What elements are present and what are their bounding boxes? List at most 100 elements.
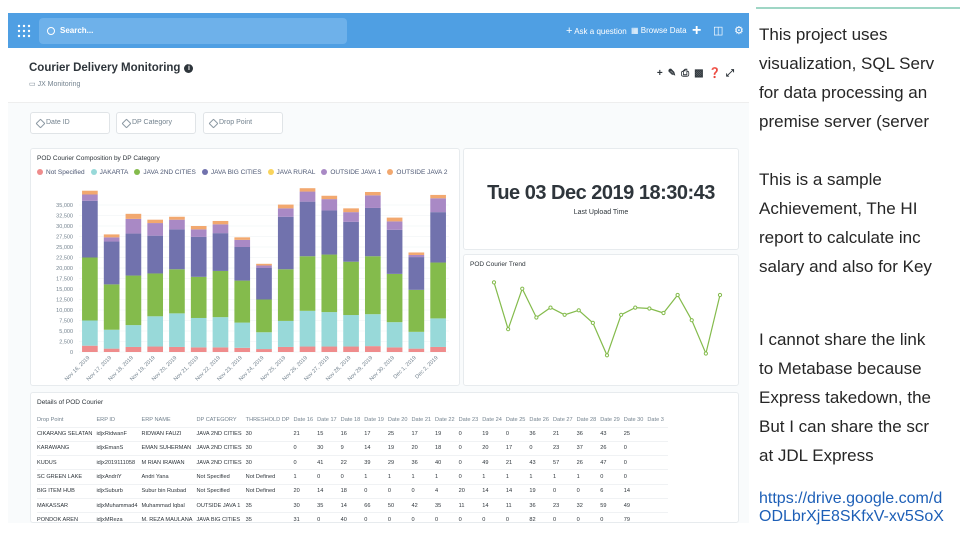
metabase-logo-icon[interactable] [17,24,31,38]
table-cell: 0 [458,426,483,442]
filter-drop-point[interactable]: Drop Point [203,112,283,134]
ask-question-label: Ask a question [574,27,627,36]
column-header[interactable]: Date 17 [317,416,337,423]
table-cell: 37 [576,440,601,456]
column-header[interactable]: Date 3 [647,416,664,423]
new-plus-icon[interactable]: + [692,22,702,39]
column-header[interactable]: Date 30 [623,416,644,423]
table-cell: 0 [293,455,318,470]
bar-segment [234,237,251,240]
table-row[interactable]: KUDUS idjx2019111058 M RIAN IRAWAN JAVA 2ND… [37,455,668,470]
table-cell: 0 [458,455,483,470]
column-header[interactable]: Date 20 [387,416,408,423]
column-header[interactable]: Date 16 [293,416,314,423]
details-table: Drop Point ERP ID ERP NAME DP CATEGORY THRES… [37,413,668,523]
table-row[interactable]: KARAWANG idjxEmanS EMAN SUHERMAN JAVA 2ND C… [37,440,668,456]
table-cell: 19 [529,483,554,499]
table-cell: Not Specified [196,483,246,499]
column-header[interactable]: Date 18 [340,416,361,423]
courier-trend-card: POD Courier Trend [463,254,739,386]
add-card-icon[interactable]: + [656,68,668,79]
table-cell: 35 [245,497,294,513]
bar-segment [147,316,164,347]
table-cell: 18 [340,483,365,499]
composition-chart-card: POD Courier Composition by DP Category N… [30,148,460,386]
trend-point [633,305,638,310]
bar-segment [190,236,207,277]
drive-link[interactable]: https://drive.google.com/d ODLbrXjE8SKfx… [759,490,944,526]
text-line: salary and also for Key [759,257,932,276]
column-header[interactable]: THRESHOLD DP [245,416,290,423]
bar-segment [147,223,164,236]
fullscreen-icon[interactable]: ⤢ [726,68,739,79]
bar-segment [299,188,316,192]
column-header[interactable]: Date 25 [505,416,526,423]
column-header[interactable]: DP CATEGORY [196,416,237,423]
table-row[interactable]: MAKASSAR idjxMuhammad4 Muhammad Iqbal OUTSI… [37,497,668,513]
table-cell: 0 [623,469,648,485]
trend-line-chart [491,280,723,358]
ask-question-button[interactable]: + Ask a question [566,18,627,44]
column-header[interactable]: Date 22 [435,416,455,423]
bar-segment [299,201,316,257]
search-input[interactable]: Search... [39,18,347,44]
bar-segment [430,346,446,352]
column-header[interactable]: Date 21 [411,416,432,423]
column-header[interactable]: Date 29 [600,416,620,423]
table-cell: 6 [600,483,624,499]
legend-item[interactable]: Not Specified [37,169,85,176]
table-cell [647,426,668,442]
legend-item[interactable]: JAVA RURAL [267,169,315,176]
legend-item[interactable]: JAVA 2ND CITIES [134,169,196,176]
table-row[interactable]: SC GREEN LAKE idjxAndriY Andri Yana Not Spe… [37,469,668,485]
column-header[interactable]: Date 24 [482,416,502,423]
legend-item[interactable]: OUTSIDE JAVA 1 [321,169,381,176]
bar-segment [147,273,164,317]
column-header[interactable]: Drop Point [37,416,64,423]
bar-segment [103,241,120,285]
table-cell: 0 [576,483,601,499]
table-header-row: Drop Point ERP ID ERP NAME DP CATEGORY THRES… [37,413,668,427]
link-line[interactable]: ODLbrXjE8SKfxV-xv5SoX [759,508,944,525]
info-icon[interactable]: i [184,64,194,73]
column-header[interactable]: ERP ID [96,416,115,423]
text-line: report to calculate inc [759,228,921,247]
table-cell: 0 [387,483,412,499]
browse-data-label: Browse Data [640,26,687,35]
column-header[interactable]: Date 19 [364,416,384,423]
table-cell: M RIAN IRAWAN [141,455,197,470]
help-icon[interactable]: ❓ [708,68,726,79]
table-cell: 57 [553,455,577,470]
sharing-icon[interactable]: ▩ [694,68,709,79]
trend-point [647,306,652,311]
table-row[interactable]: BIG ITEM HUB idjxSuburb Subur bin Rusbad No… [37,483,668,499]
y-tick-label: 2,500 [59,340,73,346]
legend-item[interactable]: OUTSIDE JAVA 2 [387,169,447,176]
collection-breadcrumb[interactable]: ▭ JX Monitoring [29,81,81,88]
column-header[interactable]: Date 27 [553,416,573,423]
browse-data-button[interactable]: ▦ Browse Data [631,18,687,44]
link-line[interactable]: https://drive.google.com/d [759,490,943,507]
column-header[interactable]: ERP NAME [141,416,171,423]
column-header[interactable]: Date 23 [458,416,479,423]
settings-gear-icon[interactable]: ⚙ [734,25,744,37]
activity-icon[interactable]: ◫ [713,25,724,37]
y-tick-label: 10,000 [56,308,73,314]
legend-item[interactable]: JAKARTA [90,169,128,176]
filter-date-id[interactable]: Date ID [30,112,110,134]
column-header[interactable]: Date 26 [529,416,550,423]
table-cell: 0 [458,512,483,523]
column-header[interactable]: Date 28 [576,416,597,423]
bar-segment [408,254,425,258]
legend-item[interactable]: JAVA BIG CITIES [201,169,262,176]
table-row[interactable]: CIKARANG SELATAN idjxRidwanF RIDWAN FAUZI J… [37,426,668,442]
table-row[interactable]: PONDOK AREN idjxMReza M. REZA MAULANA JAVA … [37,512,668,523]
bar-segment [212,220,229,225]
page-title: Courier Delivery Monitoring i [29,62,194,74]
table-cell: 1 [411,469,436,485]
table-cell: OUTSIDE JAVA 1 [196,497,246,513]
revision-history-icon[interactable]: ⎙ [681,68,695,79]
filter-dp-category[interactable]: DP Category [116,112,196,134]
edit-pencil-icon[interactable]: ✎ [667,68,682,79]
table-title: Details of POD Courier [37,399,104,406]
